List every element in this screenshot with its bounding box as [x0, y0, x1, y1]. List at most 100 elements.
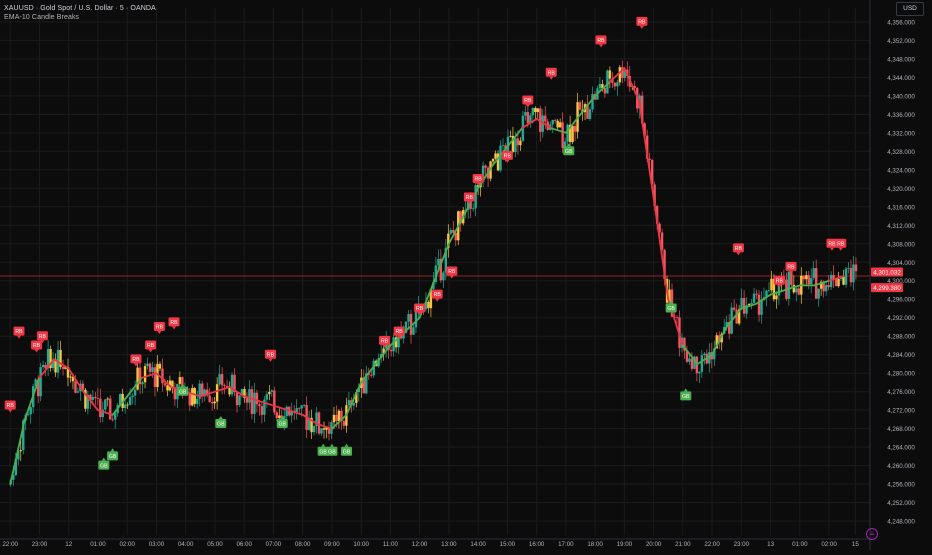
candle-body: [151, 367, 154, 372]
candle-body: [839, 277, 843, 280]
tradingview-logo-icon[interactable]: ⟁: [866, 528, 878, 540]
candle-body: [51, 359, 55, 368]
candle-body: [297, 408, 301, 409]
x-tick-label: 18:00: [587, 541, 603, 548]
candle-body: [240, 388, 244, 396]
y-tick-label: 4,308.000: [887, 241, 915, 248]
candle-body: [524, 112, 527, 116]
ema-segment: [681, 344, 699, 365]
red-break-badge: RB: [265, 349, 277, 362]
ema-segment: [477, 164, 494, 190]
green-break-badge: GB: [177, 383, 189, 396]
red-break-badge: RB: [732, 243, 744, 256]
candle-body: [407, 314, 410, 322]
y-tick-label: 4,316.000: [887, 204, 915, 211]
badge-box: [145, 340, 157, 350]
candle-body: [17, 451, 20, 460]
ema-segment: [23, 376, 41, 421]
candle-body: [424, 301, 428, 310]
price-axis[interactable]: 4,248.000 4,252.000 4,256.000 4,260.000 4,26…: [869, 0, 915, 550]
candle-body: [352, 402, 356, 406]
candle-body: [76, 391, 80, 393]
candle-body: [131, 395, 134, 397]
candle-body: [693, 356, 696, 369]
candle-body: [215, 384, 219, 402]
candle-body: [223, 385, 226, 387]
x-tick-label: 23:00: [734, 541, 750, 548]
candle-body: [268, 391, 271, 395]
candle-body: [506, 136, 510, 152]
red-break-badge: RB: [393, 326, 405, 339]
badge-box: [168, 317, 180, 327]
y-tick-label: 4,320.000: [887, 186, 915, 193]
candle-body: [847, 267, 850, 269]
candle-body: [558, 122, 562, 128]
candle-body: [459, 211, 462, 224]
candle-body: [553, 119, 557, 121]
ema-segment: [740, 302, 757, 310]
red-break-badge: RB: [145, 340, 157, 353]
candle-body: [608, 70, 612, 79]
badge-box: [379, 335, 391, 345]
badge-label: GB: [217, 422, 225, 428]
candle-body: [683, 337, 686, 351]
badge-pointer: [467, 201, 472, 205]
ema-segment: [404, 316, 421, 333]
symbol-title[interactable]: XAUUSD · Gold Spot / U.S. Dollar · 5 · O…: [4, 5, 156, 12]
x-tick-label: 20:00: [646, 541, 662, 548]
badge-box: [36, 331, 48, 341]
candle-body: [235, 391, 239, 406]
candle-body: [61, 366, 65, 369]
red-break-badge: RB: [785, 261, 797, 274]
red-break-badge: RB: [501, 150, 513, 163]
candle-body: [325, 427, 328, 430]
candle-body: [725, 322, 728, 327]
ema-segment: [813, 279, 830, 287]
candle-body: [163, 383, 167, 386]
badge-label: GB: [179, 389, 187, 395]
green-break-badge: GB: [341, 443, 353, 456]
candle-body: [643, 123, 646, 136]
candle-body: [501, 145, 505, 147]
badge-box: [472, 174, 484, 184]
candle-body: [302, 404, 306, 406]
candle-body: [275, 412, 278, 419]
ema-segment: [316, 423, 333, 430]
candle-body: [713, 348, 716, 360]
candle-body: [248, 389, 251, 403]
red-break-badge: RB: [379, 335, 391, 348]
badge-label: RB: [837, 241, 845, 247]
candle-body: [270, 390, 274, 392]
y-tick-label: 4,300.000: [887, 278, 915, 285]
y-tick-label: 4,292.000: [887, 315, 915, 322]
candle-body: [805, 275, 808, 280]
time-axis[interactable]: 22:00 23:00 12 01:00 02:00 03:00 04:00 05:00 06:…: [0, 538, 870, 548]
candle-body: [566, 124, 569, 142]
indicator-title[interactable]: EMA-10 Candle Breaks: [4, 14, 80, 21]
badge-pointer: [397, 335, 402, 339]
x-tick-label: 08:00: [295, 541, 311, 548]
ema-segment: [696, 353, 713, 365]
currency-button[interactable]: USD: [896, 2, 924, 16]
y-tick-label: 4,280.000: [887, 371, 915, 378]
badge-box: [177, 386, 189, 396]
badge-label: RB: [156, 325, 164, 331]
y-tick-label: 4,248.000: [887, 519, 915, 526]
candle-body: [382, 348, 385, 354]
badge-box: [98, 460, 110, 470]
candle-body: [499, 145, 502, 171]
red-break-badge: RB: [835, 238, 847, 251]
candle-body: [752, 293, 756, 303]
badge-pointer: [736, 252, 741, 256]
candle-body: [258, 404, 261, 407]
badge-box: [431, 289, 443, 299]
candle-body: [278, 415, 281, 419]
candle-body: [290, 410, 293, 416]
candle-body: [315, 412, 318, 427]
ema-segment: [711, 326, 728, 356]
candle-body: [834, 279, 838, 287]
badge-label: RB: [504, 154, 512, 160]
